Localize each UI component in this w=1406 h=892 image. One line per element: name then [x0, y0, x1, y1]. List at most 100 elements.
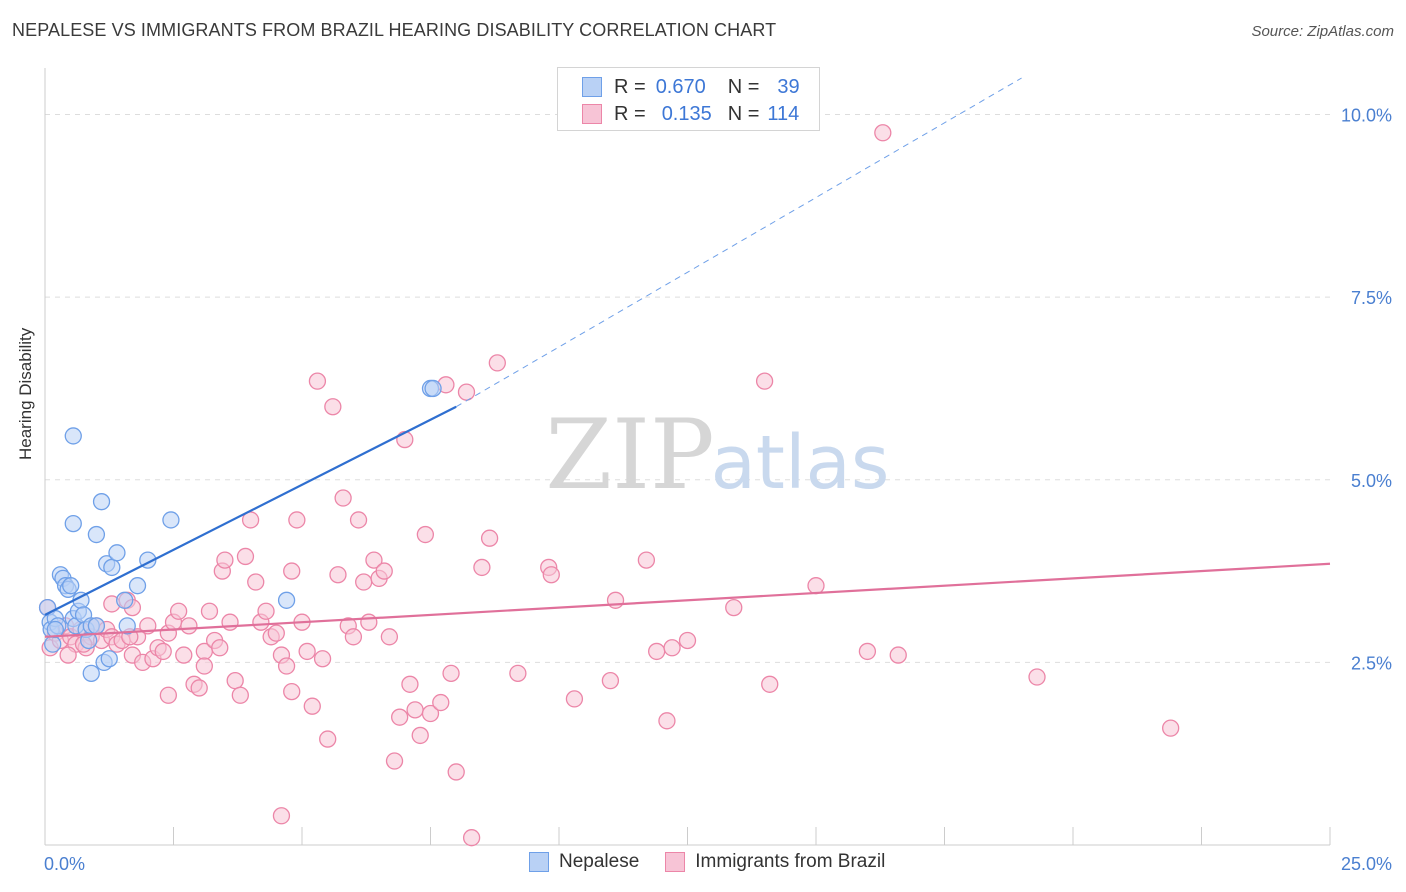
brazil-trend-line	[44, 562, 1331, 638]
nepalese-point	[64, 514, 82, 533]
legend-swatch-blue	[582, 77, 602, 97]
legend-r-value: 0.670	[655, 75, 706, 98]
y-tick-label: 5.0%	[1351, 471, 1392, 491]
brazil-point	[432, 693, 450, 712]
brazil-point	[1162, 719, 1180, 737]
legend-n-label: N =	[727, 102, 760, 125]
brazil-point	[59, 646, 77, 664]
brazil-point	[889, 646, 907, 664]
brazil-point	[565, 690, 584, 708]
brazil-point	[329, 566, 347, 584]
brazil-point	[755, 372, 774, 390]
legend-row-nepalese: R = 0.670 N = 39	[582, 76, 800, 98]
legend-label-brazil: Immigrants from Brazil	[695, 851, 886, 872]
series-immigrants-from-brazil	[38, 124, 1180, 847]
nepalese-point	[87, 525, 106, 544]
tick-labels: 2.5% 5.0% 7.5% 10.0% 0.0% 25.0%	[44, 106, 1392, 874]
brazil-point	[344, 628, 363, 646]
legend-item-nepalese: Nepalese	[529, 851, 639, 873]
brazil-point	[355, 573, 373, 591]
brazil-point	[421, 704, 440, 723]
nepalese-point	[116, 591, 134, 609]
legend-r-value: 0.135	[661, 102, 712, 125]
brazil-point	[375, 562, 393, 580]
brazil-point	[442, 664, 460, 682]
brazil-point	[283, 562, 301, 580]
x-tick-label: 25.0%	[1341, 854, 1392, 874]
brazil-point	[401, 675, 419, 693]
brazil-point	[761, 675, 779, 693]
brazil-point	[457, 383, 476, 401]
legend-row-brazil: R = 0.135 N = 114	[582, 103, 799, 125]
brazil-point	[858, 642, 877, 661]
correlation-legend: R = 0.670 N = 39 R = 0.135 N = 114	[557, 67, 820, 131]
brazil-point	[360, 613, 378, 631]
brazil-point	[1028, 668, 1046, 686]
legend-swatch-pink	[582, 104, 602, 124]
brazil-point	[349, 511, 368, 529]
nepalese-point	[100, 650, 118, 668]
brazil-point	[462, 829, 481, 847]
brazil-point	[319, 730, 337, 748]
brazil-point	[411, 726, 429, 745]
brazil-point	[226, 671, 244, 690]
y-tick-label: 7.5%	[1351, 288, 1392, 308]
brazil-point	[288, 511, 306, 529]
brazil-point	[391, 708, 409, 726]
legend-r-label: R =	[614, 75, 646, 98]
nepalese-point	[108, 544, 126, 562]
nepalese-point	[162, 511, 180, 529]
brazil-point	[637, 551, 656, 569]
y-tick-label: 10.0%	[1341, 106, 1392, 126]
nepalese-point	[128, 577, 147, 595]
brazil-point	[396, 430, 414, 449]
brazil-point	[211, 639, 229, 657]
y-tick-label: 2.5%	[1351, 653, 1392, 673]
brazil-point	[180, 617, 198, 635]
brazil-point	[267, 624, 285, 642]
legend-n-label: N =	[727, 75, 760, 98]
brazil-point	[298, 642, 316, 661]
watermark: ZIP atlas	[545, 399, 889, 511]
brazil-point	[658, 712, 676, 730]
brazil-point	[231, 686, 249, 704]
brazil-point	[159, 686, 178, 704]
brazil-point	[169, 602, 188, 620]
brazil-point	[725, 598, 743, 617]
brazil-point	[221, 613, 239, 631]
chart-title: NEPALESE VS IMMIGRANTS FROM BRAZIL HEARI…	[12, 20, 777, 40]
brazil-point	[324, 398, 342, 416]
brazil-point	[272, 807, 291, 825]
brazil-point	[678, 631, 697, 650]
brazil-point	[663, 639, 681, 657]
brazil-point	[308, 372, 327, 390]
brazil-point	[601, 671, 620, 690]
nepalese-point	[44, 635, 62, 653]
brazil-point	[447, 763, 465, 781]
brazil-point	[406, 701, 424, 719]
brazil-point	[365, 551, 383, 569]
nepalese-point	[277, 591, 296, 609]
trend-lines	[44, 77, 1331, 638]
brazil-point	[154, 642, 172, 661]
x-tick-label: 0.0%	[44, 854, 85, 874]
nepalese-point	[424, 379, 442, 398]
legend-n-value: 114	[767, 102, 800, 125]
watermark-atlas: atlas	[711, 420, 890, 506]
legend-r-label: R =	[614, 102, 646, 125]
brazil-point	[200, 602, 219, 620]
brazil-point	[807, 577, 825, 595]
brazil-point	[236, 547, 255, 566]
nepalese-point	[103, 558, 121, 577]
nepalese-point	[87, 617, 106, 635]
axes-layer	[44, 68, 1331, 846]
brazil-point	[606, 591, 625, 609]
brazil-point	[283, 682, 301, 701]
series-legend: Nepalese Immigrants from Brazil	[529, 851, 911, 873]
brazil-point	[195, 657, 213, 675]
y-axis-label: Hearing Disability	[16, 327, 35, 460]
nepalese-point	[82, 664, 100, 682]
nepalese-trend-line	[44, 405, 457, 616]
nepalese-point	[62, 577, 80, 595]
